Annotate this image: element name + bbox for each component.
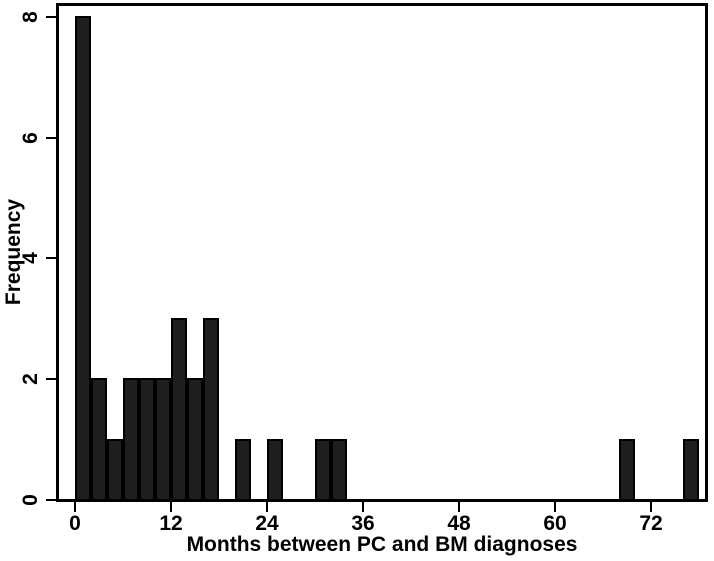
y-tick-label-6: 6 bbox=[19, 131, 42, 144]
x-axis-tick-72 bbox=[650, 502, 652, 512]
histogram-bar-0to2mo bbox=[75, 16, 91, 499]
x-axis-tick-0 bbox=[74, 502, 76, 512]
x-tick-label-12: 12 bbox=[159, 512, 183, 535]
x-tick-label-36: 36 bbox=[351, 512, 375, 535]
histogram-bar-24to26mo bbox=[267, 439, 283, 499]
y-axis-tick-4 bbox=[46, 257, 56, 260]
histogram-bar-10to12mo bbox=[155, 378, 171, 499]
histogram-bar-68to70mo bbox=[619, 439, 635, 499]
y-tick-label-8: 8 bbox=[19, 10, 42, 23]
histogram-bar-4to6mo bbox=[107, 439, 123, 499]
x-tick-label-60: 60 bbox=[543, 512, 567, 535]
histogram-bar-30to32mo bbox=[315, 439, 331, 499]
y-axis-tick-2 bbox=[46, 378, 56, 381]
histogram-bar-16to18mo bbox=[203, 318, 219, 499]
y-tick-label-0: 0 bbox=[19, 494, 42, 506]
histogram-bar-76to78mo bbox=[683, 439, 699, 499]
histogram-bar-12to14mo bbox=[171, 318, 187, 499]
x-tick-label-72: 72 bbox=[639, 512, 663, 535]
x-axis-tick-60 bbox=[554, 502, 556, 512]
y-axis-title: Frequency bbox=[2, 198, 25, 306]
y-axis-tick-6 bbox=[46, 136, 56, 139]
histogram-bar-14to16mo bbox=[187, 378, 203, 499]
x-tick-label-0: 0 bbox=[69, 512, 81, 535]
x-axis-title: Months between PC and BM diagnoses bbox=[186, 533, 578, 556]
y-axis-tick-0 bbox=[46, 499, 56, 501]
x-axis-tick-36 bbox=[362, 502, 364, 512]
x-tick-label-48: 48 bbox=[447, 512, 471, 535]
histogram-bar-20to22mo bbox=[235, 439, 251, 499]
y-tick-label-2: 2 bbox=[19, 373, 42, 386]
x-axis-tick-48 bbox=[458, 502, 460, 512]
plot-area bbox=[56, 3, 708, 502]
x-tick-label-24: 24 bbox=[255, 512, 279, 535]
histogram-bar-2to4mo bbox=[91, 378, 107, 499]
histogram-bar-8to10mo bbox=[139, 378, 155, 499]
x-axis-tick-12 bbox=[170, 502, 172, 512]
y-axis-tick-8 bbox=[46, 15, 56, 18]
histogram-bar-6to8mo bbox=[123, 378, 139, 499]
x-axis-tick-24 bbox=[266, 502, 268, 512]
histogram-bar-32to34mo bbox=[331, 439, 347, 499]
